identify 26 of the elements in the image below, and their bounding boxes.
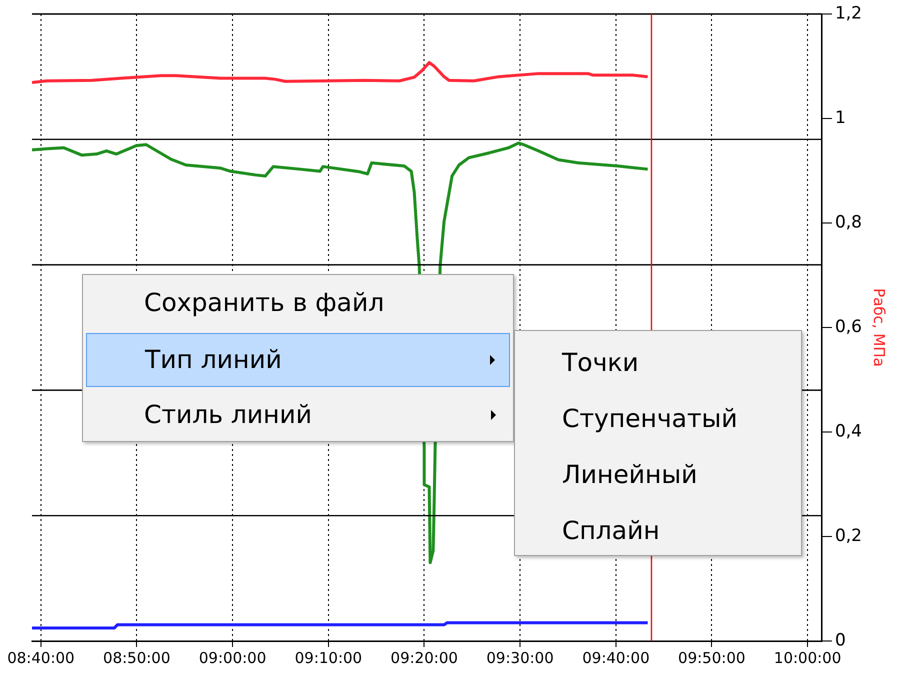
y-tick-label: 1	[834, 108, 846, 128]
y-tick-label: 0,2	[834, 526, 862, 546]
x-tick-label: 09:20:00	[390, 648, 458, 667]
menu-item: Точки	[561, 347, 640, 379]
x-tick-label: 10:00:00	[774, 648, 842, 667]
x-tick-label: 08:50:00	[103, 648, 170, 667]
x-tick-label: 09:10:00	[294, 648, 362, 667]
y-tick-label: 0,8	[834, 212, 862, 232]
y-tick-label: 0	[834, 630, 846, 650]
highlighted-menu-item: Тип линий	[86, 333, 510, 387]
x-tick-label: 09:50:00	[678, 648, 746, 667]
annotation: Стиль линий	[144, 399, 312, 431]
annotation: Тип линий	[145, 344, 282, 376]
x-tick-label: 08:40:00	[7, 648, 75, 667]
x-tick-label: 09:30:00	[486, 648, 554, 667]
x-tick-label: 09:00:00	[198, 648, 266, 667]
menu-item: Сплайн	[561, 515, 661, 547]
y-tick-label: 1,2	[834, 3, 862, 24]
menu-item: Стиль линий	[86, 389, 510, 441]
x-tick-label: 09:40:00	[582, 648, 650, 667]
menu-item: Линейный	[561, 459, 698, 491]
menu-item: Ступенчатый	[561, 403, 739, 435]
y-tick-label: 0,6	[834, 316, 862, 337]
y-axis-title: Рабс, МПа	[870, 288, 888, 367]
menu-item: Сохранить в файл	[143, 287, 386, 319]
y-tick-label: 0,4	[834, 421, 862, 442]
